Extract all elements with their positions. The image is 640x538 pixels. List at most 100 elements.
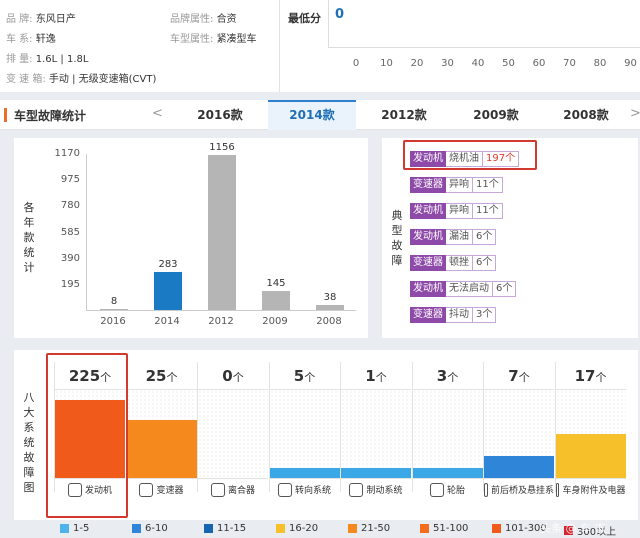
- legend-swatch: [492, 524, 501, 533]
- bar-2012: [208, 154, 236, 310]
- system-bar-fill: [126, 420, 197, 478]
- fault-count: 11个: [473, 203, 503, 219]
- score-tick-label: 0: [352, 58, 360, 69]
- y-tick-label: 390: [60, 252, 80, 264]
- system-bar-area: [126, 390, 197, 478]
- tab-2008[interactable]: 2008款: [563, 108, 609, 122]
- system-name: 制动系统: [341, 478, 411, 500]
- fault-count: 11个: [473, 177, 503, 193]
- axle-icon: [484, 482, 488, 497]
- gearbox-value: 手动 | 无级变速箱(CVT): [48, 74, 157, 85]
- system-count: 0个: [198, 362, 268, 390]
- eight-systems-panel: 八大系统故障图 225个 发动机 25个 变速器 0个 离合器 5个 转向系统 1个 制动系统 3个…: [14, 350, 638, 520]
- bar-2009: [262, 290, 290, 310]
- system-column[interactable]: 25个 变速器: [125, 362, 197, 497]
- system-column[interactable]: 1个 制动系统: [340, 362, 411, 497]
- typical-faults-panel: 典型故障 发动机 烧机油 197个 变速器 异响 11个 发动机 异响 11个 发动机 漏油 6个 变速…: [382, 138, 638, 338]
- tire-icon: [429, 482, 444, 497]
- score-tick-label: 10: [380, 58, 393, 69]
- min-score-title: 最低分: [288, 12, 321, 25]
- system-bar-area: [555, 390, 626, 478]
- system-name: 轮胎: [412, 478, 483, 500]
- system-column[interactable]: 17个车身附件及电器: [554, 362, 626, 497]
- clutch-icon: [210, 482, 225, 497]
- steering-icon: [277, 482, 292, 497]
- x-tick-label: 2008: [316, 316, 342, 327]
- system-bar-area: [412, 390, 483, 478]
- legend-swatch: [564, 526, 573, 535]
- gearbox-row: 变 速 箱: 手动 | 无级变速箱(CVT): [6, 74, 157, 85]
- system-bar-fill: [412, 468, 483, 478]
- brand-attr-row: 品牌属性: 合资: [170, 14, 237, 25]
- system-count-unit: 个: [304, 371, 316, 384]
- fault-kind: 异响: [446, 177, 473, 193]
- fault-tag[interactable]: 变速器 异响 11个: [410, 177, 503, 193]
- legend-swatch: [132, 524, 141, 533]
- tab-2012[interactable]: 2012款: [381, 108, 427, 122]
- eight-systems-label: 八大系统故障图: [23, 391, 35, 494]
- tab-next-arrow[interactable]: >: [630, 106, 640, 121]
- series-value: 轩逸: [35, 34, 56, 45]
- legend-item: 101-300: [492, 523, 547, 534]
- brake-icon: [349, 482, 364, 497]
- system-bar-area: [55, 390, 125, 478]
- system-column[interactable]: 3个 轮胎: [411, 362, 483, 497]
- system-bar-fill: [269, 468, 340, 478]
- legend-item: 1-5: [60, 523, 89, 534]
- fault-count: 6个: [473, 229, 497, 245]
- tab-2016[interactable]: 2016款: [197, 108, 243, 122]
- score-tick-label: 70: [563, 58, 576, 69]
- system-count-unit: 个: [375, 371, 387, 384]
- legend-swatch: [276, 524, 285, 533]
- fault-count: 6个: [493, 281, 517, 297]
- score-tick-label: 30: [441, 58, 454, 69]
- bar-value-label: 1156: [209, 141, 235, 153]
- legend-item: 51-100: [420, 523, 468, 534]
- fault-kind: 顿挫: [446, 255, 473, 271]
- system-name: 发动机: [55, 478, 125, 500]
- y-tick-label: 975: [60, 174, 80, 186]
- score-axis: [328, 0, 640, 48]
- system-column[interactable]: 225个 发动机: [54, 362, 125, 497]
- system-bar-area: [269, 390, 340, 478]
- system-count-unit: 个: [518, 371, 530, 384]
- system-count: 17个: [555, 362, 626, 390]
- legend-item: 16-20: [276, 523, 318, 534]
- legend-item: 11-15: [204, 523, 246, 534]
- fault-kind: 漏油: [446, 229, 473, 245]
- fault-system: 发动机: [410, 281, 446, 297]
- count-legend: 1-5 6-10 11-15 16-20 21-50 51-100 101-300 300以上: [60, 523, 640, 538]
- fault-tag[interactable]: 变速器 抖动 3个: [410, 307, 497, 323]
- system-count-unit: 个: [595, 371, 607, 384]
- system-name: 车身附件及电器: [555, 478, 626, 500]
- fault-tag[interactable]: 发动机 异响 11个: [410, 203, 503, 219]
- bar-value-label: 38: [323, 291, 337, 303]
- fault-kind: 异响: [446, 203, 473, 219]
- bar-2016: [100, 308, 128, 310]
- system-count-unit: 个: [100, 371, 112, 384]
- year-tab-bar: 车型故障统计 < 2016款 2014款 2012款 2009款 2008款 >: [0, 100, 640, 130]
- fault-tag[interactable]: 发动机 烧机油 197个: [410, 151, 520, 167]
- tab-2014[interactable]: 2014款: [268, 100, 356, 130]
- bar-2014: [154, 272, 182, 310]
- system-column[interactable]: 5个 转向系统: [268, 362, 340, 497]
- y-tick-label: 195: [60, 278, 80, 290]
- system-column[interactable]: 0个 离合器: [197, 362, 268, 497]
- system-column[interactable]: 7个 前后桥及悬挂系: [483, 362, 554, 497]
- tab-prev-arrow[interactable]: <: [152, 106, 163, 121]
- system-count: 25个: [126, 362, 197, 390]
- fault-system: 发动机: [410, 229, 446, 245]
- type-row: 车型属性: 紧凑型车: [170, 34, 257, 45]
- fault-tag[interactable]: 发动机 无法启动 6个: [410, 281, 517, 297]
- body-icon: [555, 482, 560, 497]
- fault-kind: 无法启动: [446, 281, 493, 297]
- tab-2009[interactable]: 2009款: [473, 108, 519, 122]
- fault-tag[interactable]: 变速器 顿挫 6个: [410, 255, 497, 271]
- fault-count: 3个: [473, 307, 497, 323]
- legend-swatch: [204, 524, 213, 533]
- legend-item: 21-50: [348, 523, 390, 534]
- watermark: 头条 @ 车 志: [540, 522, 606, 535]
- system-name: 转向系统: [269, 478, 340, 500]
- x-tick-label: 2016: [100, 316, 126, 327]
- fault-tag[interactable]: 发动机 漏油 6个: [410, 229, 497, 245]
